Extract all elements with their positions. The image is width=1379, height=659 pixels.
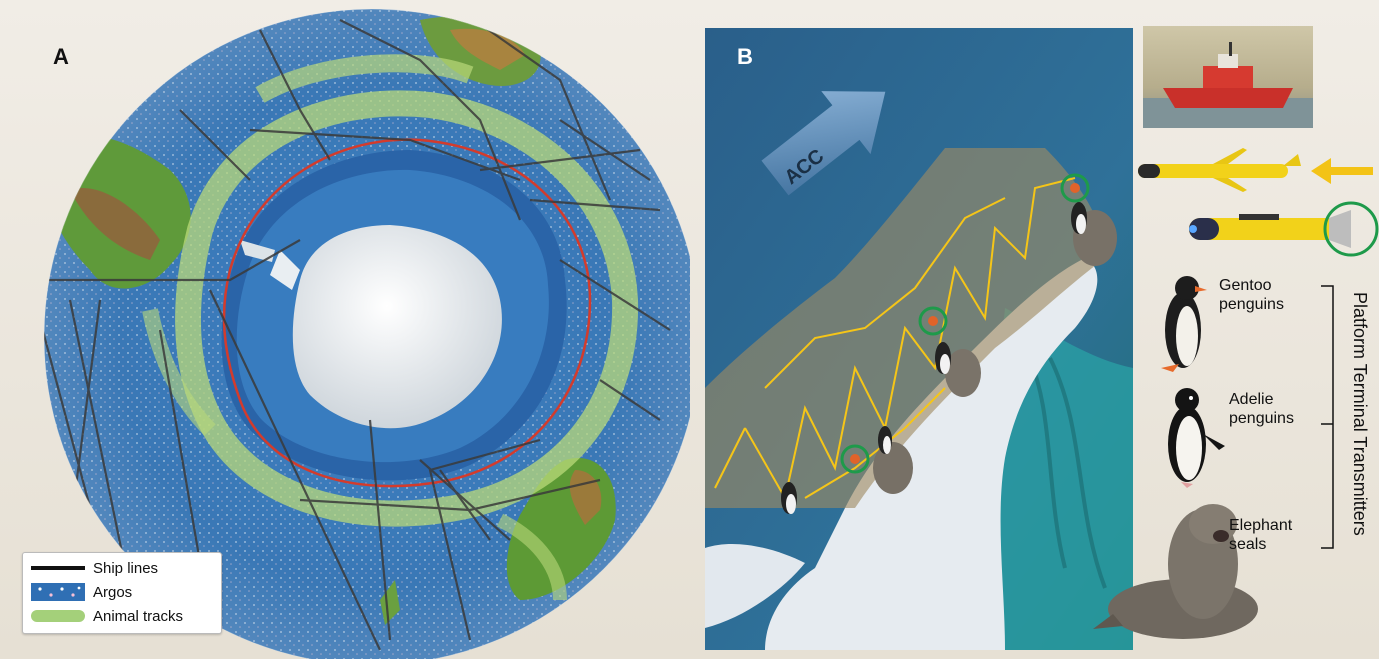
animal-tracks-swatch — [31, 607, 85, 625]
gentoo-penguin-icon — [1153, 268, 1213, 376]
southern-ocean-globe — [44, 9, 690, 659]
map-penguin-icon — [878, 426, 892, 454]
platforms-sidebar: Gentoo penguins Adelie penguins Elephant… — [1093, 0, 1379, 659]
ice-shelf — [765, 258, 1098, 650]
legend-argos-label: Argos — [93, 583, 133, 601]
legend-item-animal-tracks: Animal tracks — [31, 605, 183, 627]
antarctica-landmass — [292, 225, 502, 429]
polar-front-line — [222, 138, 592, 488]
ptt-marker — [918, 306, 948, 336]
elephant-seal-icon — [1093, 494, 1263, 644]
research-ship-icon — [1143, 26, 1313, 128]
ptt-group-label: Platform Terminal Transmitters — [1350, 292, 1370, 536]
legend-animal-tracks-label: Animal tracks — [93, 607, 184, 625]
ptt-bracket — [1321, 285, 1334, 549]
adelie-label: Adelie penguins — [1229, 391, 1294, 427]
ptt-marker — [840, 444, 870, 474]
ocean-glider-icon — [1133, 146, 1379, 196]
new-zealand-landmass — [380, 580, 400, 625]
panel-b-peninsula-map: B ACC — [705, 28, 1133, 650]
legend-ship-lines-label: Ship lines — [93, 559, 159, 577]
map-legend: Ship lines Argos Animal tracks — [22, 552, 222, 634]
peninsula-satellite-map — [705, 28, 1133, 650]
legend-item-argos: Argos — [31, 581, 132, 603]
map-seal-icon — [945, 349, 981, 397]
map-seal-icon — [873, 442, 913, 494]
panel-a: A Ship lines Argos Animal tracks — [22, 9, 690, 659]
arrow-left-icon — [1311, 158, 1373, 184]
map-penguin-icon — [781, 482, 797, 514]
adelie-penguin-icon — [1153, 382, 1227, 490]
auv-icon — [1179, 196, 1379, 262]
panel-a-label: A — [53, 44, 69, 69]
acc-current-arrow — [761, 91, 886, 196]
ship-line-swatch — [31, 559, 85, 577]
map-penguin-icon — [1071, 202, 1087, 234]
panel-b-label: B — [737, 44, 753, 69]
legend-item-ship-lines: Ship lines — [31, 557, 158, 579]
map-penguin-icon — [935, 342, 951, 374]
ptt-marker — [1060, 173, 1090, 203]
gentoo-label: Gentoo penguins — [1219, 277, 1284, 313]
argos-swatch — [31, 583, 85, 601]
elephant-seal-label: Elephant seals — [1229, 517, 1293, 553]
